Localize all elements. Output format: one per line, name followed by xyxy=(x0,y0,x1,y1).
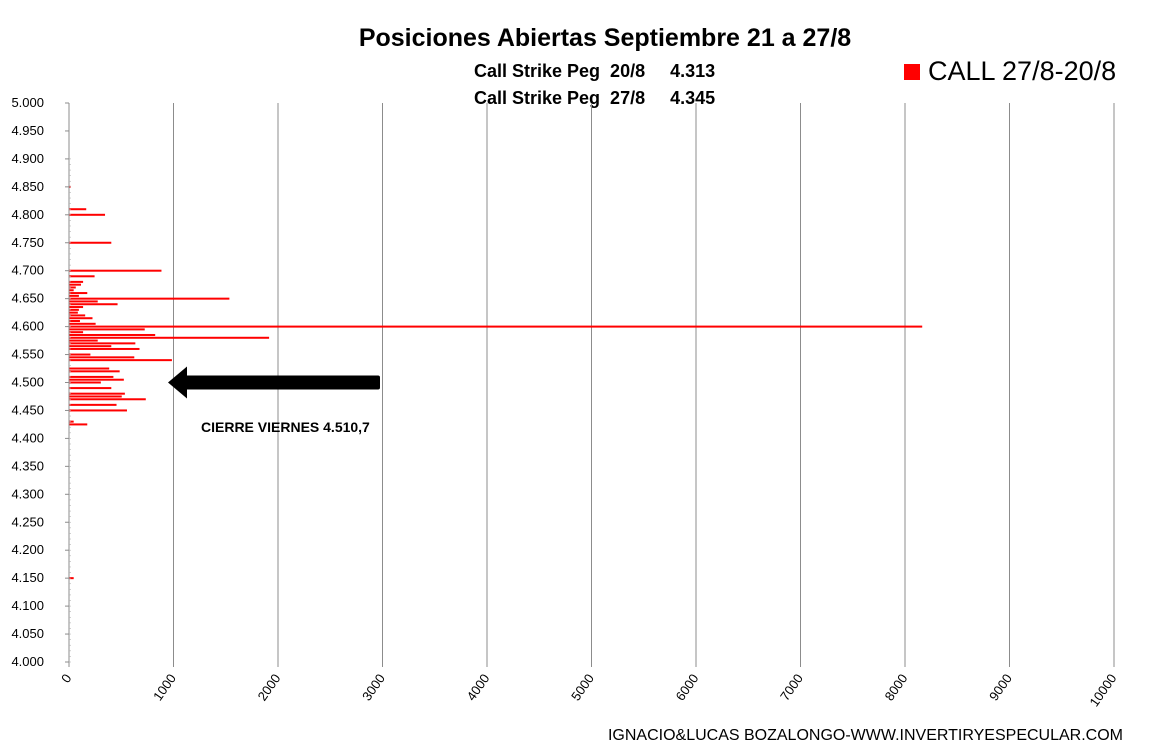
y-tick-label: 4.800 xyxy=(11,207,44,222)
y-tick-label: 4.550 xyxy=(11,347,44,362)
bar xyxy=(69,392,125,395)
y-tick-label: 4.500 xyxy=(11,375,44,390)
bar xyxy=(69,375,114,378)
bar xyxy=(69,320,80,323)
bar xyxy=(69,325,923,328)
chart-title: Posiciones Abiertas Septiembre 21 a 27/8 xyxy=(358,24,852,52)
y-tick-label: 4.850 xyxy=(11,179,44,194)
bar xyxy=(69,294,79,297)
bar xyxy=(69,420,74,423)
legend: CALL 27/8-20/8 xyxy=(904,56,1116,87)
strike-peg-line-2: Call Strike Peg 27/8 4.345 xyxy=(474,88,716,108)
bar xyxy=(69,331,84,334)
bar xyxy=(69,398,146,401)
bar xyxy=(69,367,110,370)
bar xyxy=(69,286,76,289)
bar xyxy=(69,403,117,406)
bar xyxy=(69,283,81,286)
bar xyxy=(69,370,120,373)
y-tick-label: 4.100 xyxy=(11,598,44,613)
bar xyxy=(69,275,95,278)
bar xyxy=(69,353,91,356)
bar xyxy=(69,289,74,292)
bar xyxy=(69,280,84,283)
x-tick-label: 3000 xyxy=(359,671,388,703)
footer-credit: IGNACIO&LUCAS BOZALONGO-WWW.INVERTIRYESP… xyxy=(607,727,1123,744)
bar xyxy=(69,213,106,216)
bar xyxy=(69,292,88,295)
x-tick-label: 4000 xyxy=(464,671,493,703)
bar xyxy=(69,306,84,309)
x-tick-label: 6000 xyxy=(673,671,702,703)
legend-label: CALL 27/8-20/8 xyxy=(928,56,1117,86)
y-tick-label: 4.750 xyxy=(11,235,44,250)
x-tick-label: 5000 xyxy=(568,671,597,703)
bar xyxy=(69,423,88,426)
bar xyxy=(69,409,127,412)
y-tick-label: 4.450 xyxy=(11,402,44,417)
y-tick-label: 4.900 xyxy=(11,151,44,166)
x-tick-label: 10000 xyxy=(1086,671,1119,709)
arrow-shaft xyxy=(184,375,380,390)
bar xyxy=(69,339,98,342)
y-tick-label: 4.050 xyxy=(11,626,44,641)
bar xyxy=(69,269,162,272)
bar xyxy=(69,241,112,244)
bar xyxy=(69,300,98,303)
y-tick-label: 4.650 xyxy=(11,291,44,306)
bar xyxy=(69,342,136,345)
y-tick-label: 4.950 xyxy=(11,123,44,138)
strike-peg-line-1: Call Strike Peg 20/8 4.313 xyxy=(474,61,716,81)
arrow-head xyxy=(168,366,187,399)
bar xyxy=(69,381,101,384)
bar xyxy=(69,333,156,336)
bar xyxy=(69,336,270,339)
y-tick-label: 4.000 xyxy=(11,654,44,669)
y-tick-label: 4.350 xyxy=(11,458,44,473)
bar xyxy=(69,395,122,398)
y-tick-label: 4.250 xyxy=(11,514,44,529)
bar xyxy=(69,297,230,300)
y-tick-label: 4.600 xyxy=(11,319,44,334)
bar xyxy=(69,356,135,359)
y-tick-label: 4.300 xyxy=(11,486,44,501)
y-tick-label: 4.400 xyxy=(11,430,44,445)
y-tick-label: 4.200 xyxy=(11,542,44,557)
bar xyxy=(69,303,118,306)
y-tick-label: 4.700 xyxy=(11,263,44,278)
x-tick-label: 9000 xyxy=(986,671,1015,703)
bar xyxy=(69,317,93,320)
bar xyxy=(69,387,112,390)
bar xyxy=(69,208,87,211)
legend-swatch xyxy=(904,63,920,80)
bar xyxy=(69,347,140,350)
bar xyxy=(69,328,145,331)
y-tick-label: 5.000 xyxy=(11,95,44,110)
bar xyxy=(69,322,96,325)
bar xyxy=(69,314,86,317)
bar xyxy=(69,359,172,362)
x-tick-label: 0 xyxy=(58,671,74,686)
close-annotation: CIERRE VIERNES 4.510,7 xyxy=(201,419,370,435)
x-tick-label: 7000 xyxy=(777,671,806,703)
bar xyxy=(69,378,124,381)
bar xyxy=(69,311,78,314)
x-tick-label: 2000 xyxy=(255,671,284,703)
bar xyxy=(69,577,74,580)
y-tick-label: 4.150 xyxy=(11,570,44,585)
bar xyxy=(69,345,112,348)
bar xyxy=(69,308,79,311)
x-tick-label: 8000 xyxy=(882,671,911,703)
x-tick-label: 1000 xyxy=(150,671,179,703)
